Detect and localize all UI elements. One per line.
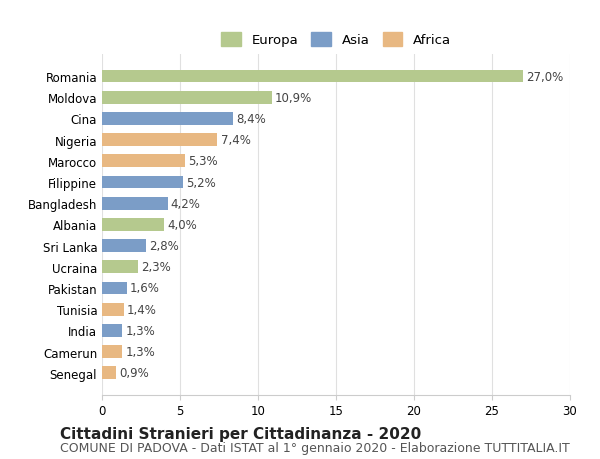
Text: 5,2%: 5,2%	[186, 176, 216, 189]
Text: 5,3%: 5,3%	[188, 155, 217, 168]
Text: 4,2%: 4,2%	[170, 197, 200, 210]
Bar	[102, 71, 523, 83]
Bar	[102, 113, 233, 125]
Text: 1,3%: 1,3%	[125, 324, 155, 337]
Bar	[102, 92, 272, 104]
Text: COMUNE DI PADOVA - Dati ISTAT al 1° gennaio 2020 - Elaborazione TUTTITALIA.IT: COMUNE DI PADOVA - Dati ISTAT al 1° genn…	[60, 442, 570, 454]
Text: 27,0%: 27,0%	[526, 70, 563, 84]
Bar	[102, 303, 124, 316]
Legend: Europa, Asia, Africa: Europa, Asia, Africa	[215, 28, 457, 52]
Text: 2,3%: 2,3%	[141, 261, 171, 274]
Text: 1,6%: 1,6%	[130, 282, 160, 295]
Text: 10,9%: 10,9%	[275, 91, 313, 105]
Text: 8,4%: 8,4%	[236, 112, 266, 126]
Text: 0,9%: 0,9%	[119, 366, 149, 380]
Bar	[102, 176, 183, 189]
Text: 2,8%: 2,8%	[149, 240, 179, 252]
Bar	[102, 155, 185, 168]
Text: 4,0%: 4,0%	[167, 218, 197, 231]
Bar	[102, 218, 164, 231]
Text: 7,4%: 7,4%	[221, 134, 250, 147]
Bar	[102, 282, 127, 295]
Bar	[102, 346, 122, 358]
Bar	[102, 367, 116, 379]
Bar	[102, 134, 217, 147]
Text: 1,4%: 1,4%	[127, 303, 157, 316]
Bar	[102, 325, 122, 337]
Text: Cittadini Stranieri per Cittadinanza - 2020: Cittadini Stranieri per Cittadinanza - 2…	[60, 425, 421, 441]
Bar	[102, 197, 167, 210]
Bar	[102, 240, 146, 252]
Bar	[102, 261, 138, 274]
Text: 1,3%: 1,3%	[125, 345, 155, 358]
